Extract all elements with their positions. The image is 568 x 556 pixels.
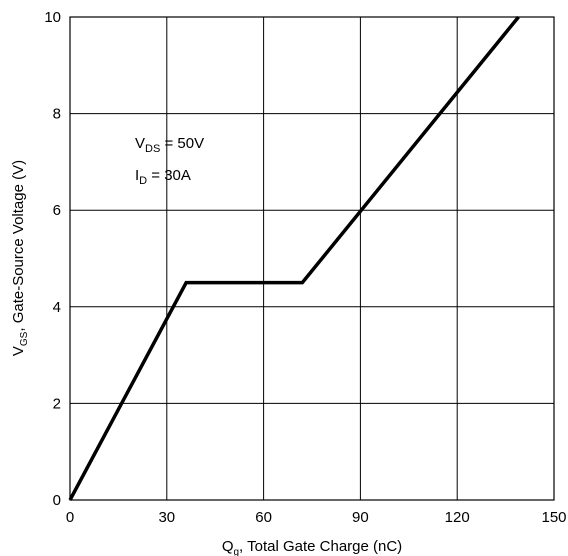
y-tick-label: 8: [53, 106, 61, 123]
x-axis-label: Qg, Total Gate Charge (nC): [222, 538, 402, 556]
annotation-id: ID = 30A: [135, 167, 191, 187]
plot-frame: [69, 16, 555, 501]
x-tick-label: 30: [158, 509, 175, 526]
x-tick-label: 150: [541, 509, 566, 526]
grid-lines: [70, 17, 554, 500]
x-tick-label: 120: [445, 509, 470, 526]
y-tick-label: 4: [53, 299, 61, 316]
y-tick-label: 10: [44, 9, 61, 26]
y-tick-labels: 0 2 4 6 8 10: [44, 9, 61, 509]
y-tick-label: 0: [53, 492, 61, 509]
x-tick-label: 60: [255, 509, 272, 526]
series-layer: [68, 15, 520, 501]
annotation-vds: VDS = 50V: [135, 135, 204, 155]
x-tick-label: 90: [352, 509, 369, 526]
y-tick-label: 2: [53, 395, 61, 412]
y-tick-label: 6: [53, 202, 61, 219]
y-axis-label: VGS, Gate-Source Voltage (V): [10, 160, 30, 356]
x-tick-label: 0: [66, 509, 74, 526]
series-line: [68, 15, 520, 501]
x-tick-labels: 0 30 60 90 120 150: [66, 509, 567, 526]
